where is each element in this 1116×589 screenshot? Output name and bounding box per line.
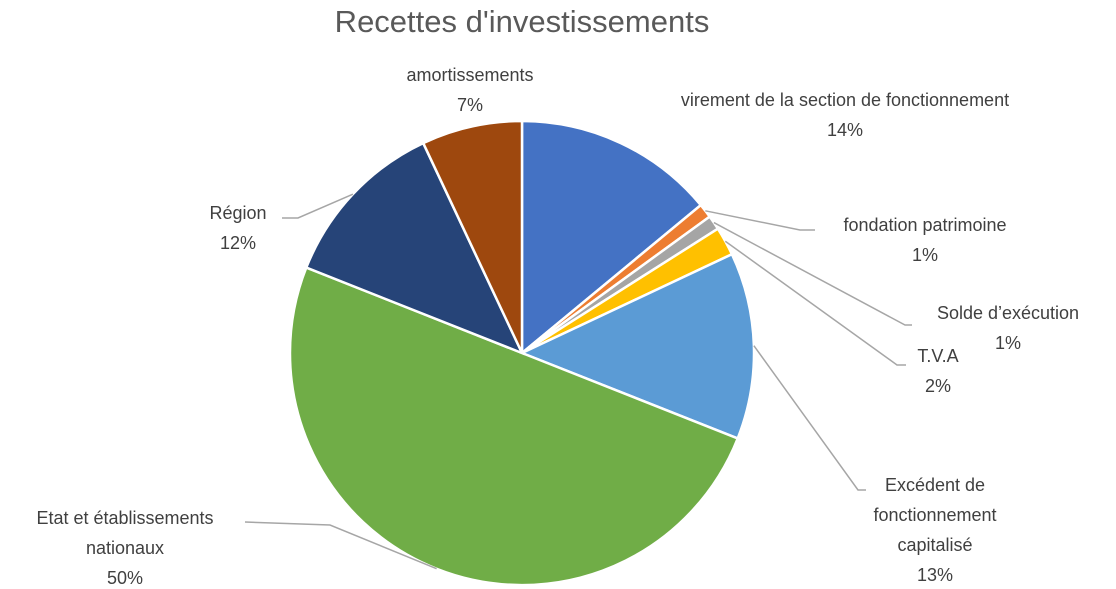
data-label: T.V.A 2%: [898, 341, 978, 401]
data-label: virement de la section de fonctionnement…: [615, 85, 1075, 145]
label-category: Région: [209, 203, 267, 223]
data-label: Excédent de fonctionnement capitalisé 13%: [848, 470, 1023, 589]
label-value: 1%: [911, 245, 938, 265]
leader-line: [724, 240, 906, 366]
data-label: Solde d’exécution 1%: [908, 298, 1108, 358]
label-value: 13%: [916, 565, 954, 585]
leader-line: [705, 210, 815, 231]
chart-title: Recettes d'investissements: [334, 4, 710, 39]
data-label: Etat et établissements nationaux 50%: [0, 503, 250, 589]
pie-slice: [518, 252, 756, 441]
label-category: fondation patrimoine: [843, 215, 1007, 235]
pie-slice: [520, 119, 703, 356]
label-category: T.V.A: [917, 346, 959, 366]
leader-line: [713, 221, 912, 326]
pie-slice: [288, 265, 740, 587]
label-value: 2%: [924, 376, 951, 396]
label-value: 14%: [826, 120, 864, 140]
label-category: Etat et établissements nationaux: [36, 508, 214, 558]
data-label: amortissements 7%: [370, 60, 570, 120]
label-category: amortissements: [406, 65, 534, 85]
label-category: Excédent de fonctionnement capitalisé: [873, 475, 997, 555]
label-value: 12%: [219, 233, 257, 253]
pie-slice: [304, 141, 525, 356]
leader-line: [282, 193, 354, 219]
label-value: 1%: [994, 333, 1021, 353]
leader-line: [244, 521, 437, 570]
data-label: Région 12%: [178, 198, 298, 258]
leader-line: [753, 345, 866, 491]
label-category: virement de la section de fonctionnement: [680, 90, 1010, 110]
label-value: 7%: [456, 95, 483, 115]
pie-slice: [421, 119, 524, 354]
data-label: fondation patrimoine 1%: [795, 210, 1055, 270]
label-value: 50%: [106, 568, 144, 588]
label-category: Solde d’exécution: [936, 303, 1080, 323]
